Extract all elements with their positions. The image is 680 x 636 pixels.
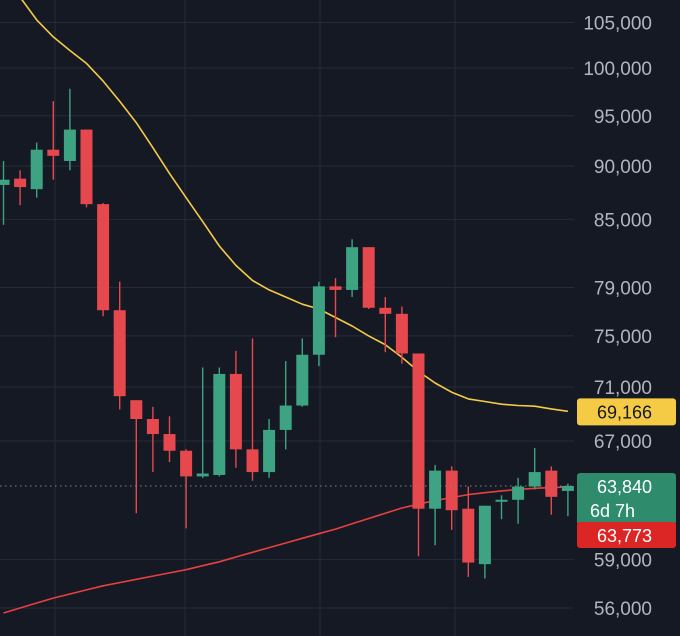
- tag-background: [577, 472, 676, 525]
- candle-14: [229, 350, 242, 468]
- candle-body-4: [63, 129, 76, 161]
- price-tags: 69,166 63,840 6d 7h 63,773: [577, 398, 676, 548]
- candle-body-20: [329, 286, 342, 290]
- candle-body-12: [196, 473, 209, 477]
- candle-body-31: [512, 486, 525, 500]
- current-price-tag: 63,840 6d 7h: [577, 472, 676, 525]
- candle-body-10: [163, 434, 176, 451]
- candle-body-5: [80, 129, 93, 205]
- candle-body-26: [429, 470, 442, 509]
- candle-body-15: [246, 449, 259, 473]
- candle-body-7: [113, 310, 126, 397]
- moving-average-line-0: [21, 0, 569, 413]
- candle-28: [462, 486, 475, 577]
- candle-23: [379, 297, 392, 353]
- tag-value: 69,166: [597, 402, 652, 422]
- candle-11: [180, 449, 193, 529]
- candle-body-1: [14, 178, 27, 188]
- y-tick-label-1: 100,000: [583, 59, 652, 80]
- candle-body-34: [561, 485, 574, 491]
- moving-average-lines: [3, 0, 569, 614]
- candle-29: [478, 505, 491, 579]
- candle-32: [528, 447, 541, 490]
- candle-body-28: [462, 508, 475, 563]
- candle-2: [30, 142, 43, 198]
- moving-average-tag-2: 63,773: [577, 522, 676, 548]
- candle-body-29: [478, 505, 491, 565]
- candle-body-22: [362, 247, 375, 308]
- y-tick-label-6: 75,000: [594, 327, 652, 348]
- tag-countdown: 6d 7h: [590, 501, 635, 521]
- candle-7: [113, 281, 126, 410]
- candle-26: [429, 464, 442, 546]
- candle-body-25: [412, 353, 425, 509]
- candle-body-0: [0, 179, 10, 185]
- candle-24: [395, 306, 408, 364]
- candle-21: [346, 239, 359, 298]
- candle-body-23: [379, 307, 392, 314]
- candle-body-2: [30, 149, 43, 190]
- candle-12: [196, 367, 209, 478]
- candle-15: [246, 338, 259, 481]
- y-tick-label-4: 85,000: [594, 210, 652, 231]
- candle-3: [47, 101, 60, 180]
- candle-body-13: [213, 373, 226, 475]
- candle-20: [329, 278, 342, 338]
- candle-33: [545, 466, 558, 515]
- candle-17: [279, 361, 292, 450]
- candle-body-30: [495, 499, 508, 502]
- candle-body-32: [528, 472, 541, 487]
- candle-body-33: [545, 470, 558, 497]
- candle-27: [445, 466, 458, 530]
- candle-9: [146, 406, 159, 473]
- y-tick-label-3: 90,000: [594, 157, 652, 178]
- tag-value: 63,840: [597, 477, 652, 497]
- candle-10: [163, 416, 176, 463]
- candle-body-17: [279, 405, 292, 430]
- y-tick-label-0: 105,000: [583, 14, 652, 35]
- candle-body-14: [229, 373, 242, 450]
- candle-1: [14, 170, 27, 206]
- y-tick-label-8: 67,000: [594, 432, 652, 453]
- tag-background: [577, 398, 676, 426]
- tag-background: [577, 522, 676, 548]
- candle-body-6: [97, 204, 110, 311]
- moving-average-line-1: [3, 486, 568, 614]
- y-tick-label-9: 59,000: [594, 550, 652, 571]
- y-tick-label-7: 71,000: [594, 378, 652, 399]
- candle-body-3: [47, 149, 60, 156]
- candle-18: [296, 338, 309, 407]
- candle-body-27: [445, 470, 458, 511]
- candle-body-21: [346, 247, 359, 290]
- candle-0: [0, 160, 10, 225]
- candle-16: [263, 418, 276, 478]
- candle-body-8: [130, 400, 143, 419]
- candle-5: [80, 129, 93, 208]
- tag-value: 63,773: [597, 526, 652, 546]
- candlestick-series: [0, 88, 574, 579]
- y-tick-label-2: 95,000: [594, 107, 652, 128]
- y-axis: 105,000 100,000 95,000 90,000 85,000 79,000 75…: [583, 14, 652, 620]
- candle-25: [412, 353, 425, 557]
- candle-30: [495, 495, 508, 520]
- candle-body-19: [312, 286, 325, 355]
- candle-body-11: [180, 450, 193, 477]
- y-tick-label-10: 56,000: [594, 599, 652, 620]
- candle-22: [362, 247, 375, 309]
- candle-4: [63, 88, 76, 171]
- candle-34: [561, 483, 574, 517]
- candle-31: [512, 477, 525, 524]
- candle-body-18: [296, 354, 309, 406]
- candle-body-24: [395, 313, 408, 354]
- candle-body-9: [146, 418, 159, 435]
- candle-6: [97, 203, 110, 317]
- moving-average-tag-0: 69,166: [577, 398, 676, 426]
- candle-13: [213, 367, 226, 477]
- candle-8: [130, 400, 143, 514]
- y-tick-label-5: 79,000: [594, 279, 652, 300]
- candle-body-16: [263, 429, 276, 473]
- candle-19: [312, 281, 325, 367]
